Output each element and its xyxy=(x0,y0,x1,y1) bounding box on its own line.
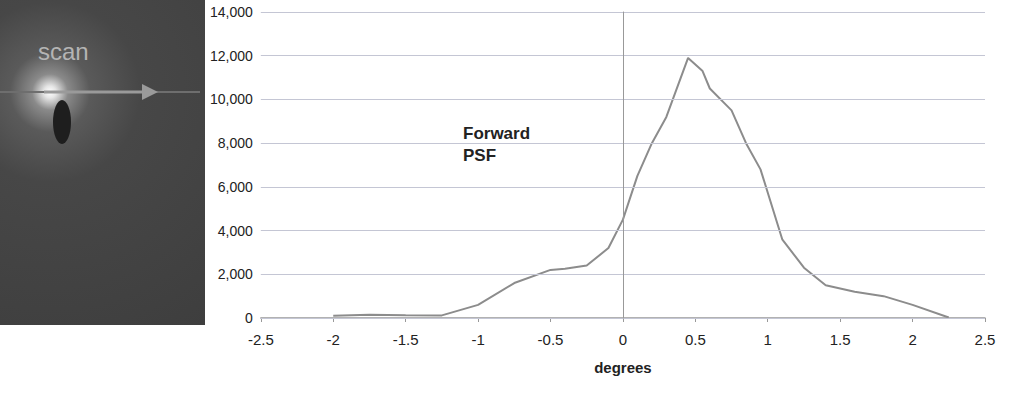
svg-text:4,000: 4,000 xyxy=(218,223,253,239)
svg-text:0.5: 0.5 xyxy=(685,331,706,348)
svg-text:PSF: PSF xyxy=(463,146,496,165)
svg-text:2.5: 2.5 xyxy=(975,331,996,348)
svg-text:2: 2 xyxy=(908,331,916,348)
svg-text:1.5: 1.5 xyxy=(830,331,851,348)
svg-text:-1.5: -1.5 xyxy=(393,331,419,348)
html-text:scan: scan xyxy=(38,38,89,65)
svg-text:-0.5: -0.5 xyxy=(538,331,564,348)
svg-text:10,000: 10,000 xyxy=(210,91,253,107)
svg-text:2,000: 2,000 xyxy=(218,266,253,282)
svg-text:-1: -1 xyxy=(471,331,484,348)
svg-text:Forward: Forward xyxy=(463,124,530,143)
svg-text:degrees: degrees xyxy=(594,359,652,376)
svg-text:-2.5: -2.5 xyxy=(248,331,274,348)
svg-text:8,000: 8,000 xyxy=(218,135,253,151)
svg-text:14,000: 14,000 xyxy=(210,4,253,20)
svg-text:12,000: 12,000 xyxy=(210,48,253,64)
svg-text:-2: -2 xyxy=(327,331,340,348)
svg-text:1: 1 xyxy=(764,331,772,348)
svg-text:0: 0 xyxy=(245,310,253,326)
svg-text:0: 0 xyxy=(619,331,627,348)
svg-text:6,000: 6,000 xyxy=(218,179,253,195)
